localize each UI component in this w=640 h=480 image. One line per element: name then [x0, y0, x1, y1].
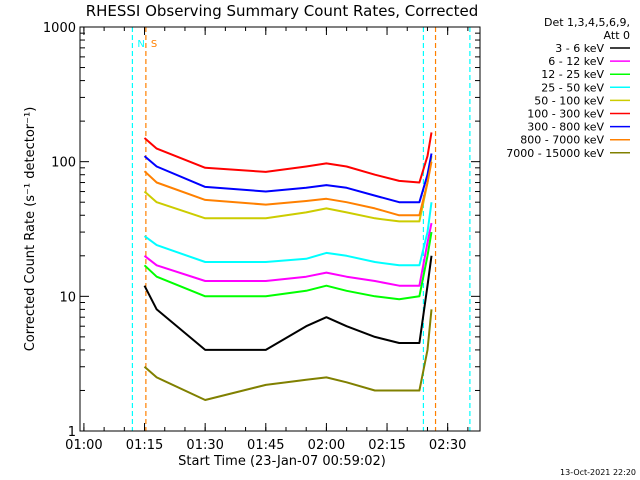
series-line-4 [143, 155, 433, 223]
legend-label-4: 50 - 100 keV [534, 94, 604, 107]
plot-frame [79, 26, 481, 432]
series-line-0 [143, 255, 433, 351]
legend-label-2: 12 - 25 keV [541, 68, 604, 81]
x-axis-label: Start Time (23-Jan-07 00:59:02) [178, 454, 386, 469]
legend-header-line1: Det 1,3,4,5,6,9, [544, 16, 630, 29]
series-line-6 [143, 153, 433, 204]
series-line-1 [143, 222, 433, 287]
legend-label-0: 3 - 6 keV [555, 42, 604, 55]
footer-timestamp: 13-Oct-2021 22:20 [560, 468, 636, 477]
y-tick-label-3: 1000 [43, 21, 76, 36]
series-line-8 [143, 309, 433, 401]
series-line-5 [143, 132, 433, 184]
series-line-7 [143, 161, 433, 217]
legend-label-1: 6 - 12 keV [548, 55, 604, 68]
legend-label-3: 25 - 50 keV [541, 81, 604, 94]
chart-title: RHESSI Observing Summary Count Rates, Co… [86, 2, 479, 20]
x-tick-label-1: 01:15 [126, 438, 163, 453]
marker-label-1: S [151, 39, 157, 50]
x-tick-label-6: 02:30 [429, 438, 466, 453]
legend-label-5: 100 - 300 keV [527, 108, 604, 121]
series-line-2 [143, 231, 433, 301]
x-tick-label-4: 02:00 [308, 438, 345, 453]
x-tick-label-5: 02:15 [368, 438, 405, 453]
y-tick-label-0: 1 [68, 425, 76, 440]
y-axis-label: Corrected Count Rate (s⁻¹ detector⁻¹) [23, 107, 38, 352]
y-tick-label-1: 10 [59, 290, 76, 305]
x-tick-label-3: 01:45 [247, 438, 284, 453]
legend-label-7: 800 - 7000 keV [520, 134, 604, 147]
series-line-3 [143, 202, 433, 267]
marker-label-0: N [137, 39, 144, 50]
legend-label-8: 7000 - 15000 keV [506, 147, 604, 160]
x-tick-label-0: 01:00 [65, 438, 102, 453]
legend-header-line2: Att 0 [604, 29, 630, 42]
legend-label-6: 300 - 800 keV [527, 121, 604, 134]
y-tick-label-2: 100 [51, 156, 76, 171]
x-tick-label-2: 01:30 [186, 438, 223, 453]
axes: 01:00 01:15 01:30 01:45 02:00 02:15 02:30 1 10 10… [43, 21, 480, 453]
